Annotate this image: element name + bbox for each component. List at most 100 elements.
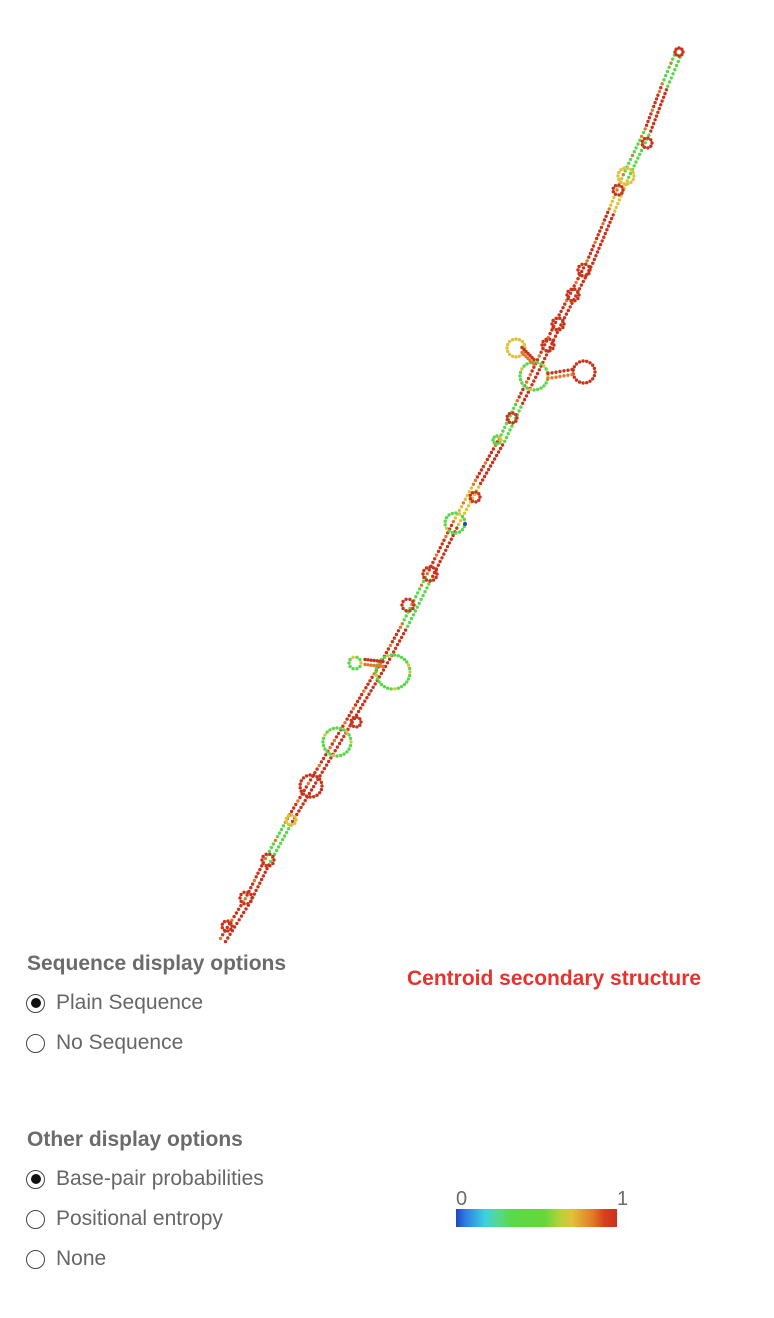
loop-nucleotide bbox=[507, 339, 512, 344]
loop-nucleotide bbox=[408, 609, 412, 613]
loop-nucleotide bbox=[335, 754, 339, 758]
loop-nucleotide bbox=[348, 736, 353, 741]
nucleotide bbox=[491, 447, 496, 451]
loop-nucleotide bbox=[312, 773, 316, 777]
nucleotide bbox=[515, 399, 519, 403]
nucleotide bbox=[419, 597, 423, 602]
loop-nucleotide bbox=[304, 794, 309, 798]
nucleotide bbox=[591, 261, 595, 265]
loop-nucleotide bbox=[377, 680, 381, 684]
loop-nucleotide bbox=[622, 182, 626, 186]
loop-nucleotide bbox=[249, 899, 253, 904]
loop-nucleotide bbox=[539, 362, 543, 366]
loop-nucleotide bbox=[401, 599, 405, 604]
positional-entropy-radio[interactable]: Positional entropy bbox=[26, 1207, 223, 1231]
nucleotide bbox=[669, 76, 673, 80]
nucleotide bbox=[230, 918, 234, 922]
plain-sequence-radio[interactable]: Plain Sequence bbox=[26, 991, 203, 1015]
none-radio[interactable]: None bbox=[26, 1247, 106, 1271]
nucleotide bbox=[342, 734, 346, 739]
nucleotide bbox=[427, 568, 431, 572]
nucleotide bbox=[279, 827, 284, 832]
radio-button[interactable] bbox=[26, 993, 45, 1013]
nucleotide bbox=[548, 345, 552, 350]
loop-nucleotide bbox=[321, 736, 326, 741]
nucleotide bbox=[301, 802, 305, 806]
no-sequence-radio[interactable]: No Sequence bbox=[26, 1031, 183, 1055]
loop-nucleotide bbox=[468, 497, 472, 501]
nucleotide bbox=[475, 475, 480, 479]
loop-nucleotide bbox=[551, 325, 555, 330]
nucleotide bbox=[274, 848, 279, 853]
nucleotide bbox=[402, 618, 406, 622]
loop-nucleotide bbox=[374, 670, 378, 674]
nucleotide bbox=[278, 841, 283, 845]
nucleotide bbox=[590, 248, 594, 252]
loop-nucleotide bbox=[298, 786, 302, 790]
nucleotide bbox=[387, 657, 392, 661]
loop-nucleotide bbox=[499, 438, 503, 442]
loop-nucleotide bbox=[246, 902, 250, 906]
loop-nucleotide bbox=[250, 896, 254, 900]
nucleotide bbox=[671, 72, 675, 76]
loop-nucleotide bbox=[299, 779, 303, 783]
radio-button[interactable] bbox=[26, 1249, 45, 1269]
loop-nucleotide bbox=[359, 661, 363, 665]
loop-nucleotide bbox=[321, 740, 325, 744]
nucleotide bbox=[537, 368, 541, 372]
loop-nucleotide bbox=[681, 50, 685, 54]
stem-nucleotide bbox=[378, 664, 382, 668]
loop-nucleotide bbox=[359, 720, 363, 724]
loop-nucleotide bbox=[345, 730, 349, 734]
loop-nucleotide bbox=[478, 495, 482, 499]
nucleotide bbox=[381, 668, 386, 672]
nucleotide bbox=[610, 199, 614, 203]
loop-nucleotide bbox=[506, 342, 510, 347]
nucleotide bbox=[487, 454, 492, 458]
nucleotide bbox=[406, 624, 410, 628]
radio-button[interactable] bbox=[26, 1209, 45, 1229]
loop-nucleotide bbox=[301, 792, 306, 796]
loop-nucleotide bbox=[611, 186, 615, 190]
nucleotide bbox=[572, 284, 576, 288]
nucleotide bbox=[661, 95, 666, 100]
loop-nucleotide bbox=[348, 743, 353, 748]
loop-nucleotide bbox=[328, 752, 332, 756]
stem-nucleotide bbox=[520, 350, 524, 355]
nucleotide bbox=[503, 439, 507, 443]
radio-button[interactable] bbox=[26, 1033, 45, 1053]
loop-nucleotide bbox=[541, 339, 545, 344]
loop-nucleotide bbox=[347, 747, 351, 751]
nucleotide bbox=[225, 925, 229, 930]
radio-button[interactable] bbox=[26, 1169, 45, 1189]
loop-nucleotide bbox=[393, 653, 397, 657]
nucleotide bbox=[451, 533, 455, 538]
loop-nucleotide bbox=[220, 922, 224, 926]
loop-nucleotide bbox=[566, 296, 570, 301]
nucleotide bbox=[449, 537, 453, 541]
nucleotide bbox=[431, 574, 435, 578]
loop-nucleotide bbox=[522, 384, 526, 388]
nucleotide bbox=[384, 650, 389, 655]
loop-nucleotide bbox=[424, 566, 429, 570]
loop-nucleotide bbox=[349, 722, 353, 726]
loop-nucleotide bbox=[447, 529, 451, 533]
loop-nucleotide bbox=[581, 359, 585, 363]
nucleotide bbox=[561, 306, 565, 310]
loop-nucleotide bbox=[315, 793, 319, 797]
nucleotide bbox=[604, 214, 608, 218]
nucleotide bbox=[477, 471, 482, 476]
base-pair-probabilities-radio[interactable]: Base-pair probabilities bbox=[26, 1167, 264, 1191]
nucleotide bbox=[228, 932, 232, 936]
nucleotide bbox=[315, 767, 319, 771]
loop-nucleotide bbox=[674, 47, 678, 51]
loop-nucleotide bbox=[561, 325, 565, 330]
nucleotide bbox=[660, 82, 664, 86]
stem-nucleotide bbox=[554, 375, 558, 379]
loop-nucleotide bbox=[321, 743, 326, 748]
nucleotide bbox=[462, 511, 467, 515]
nucleotide bbox=[673, 68, 677, 72]
loop-nucleotide bbox=[577, 380, 582, 384]
loop-nucleotide bbox=[325, 750, 329, 754]
nucleotide bbox=[421, 593, 425, 598]
